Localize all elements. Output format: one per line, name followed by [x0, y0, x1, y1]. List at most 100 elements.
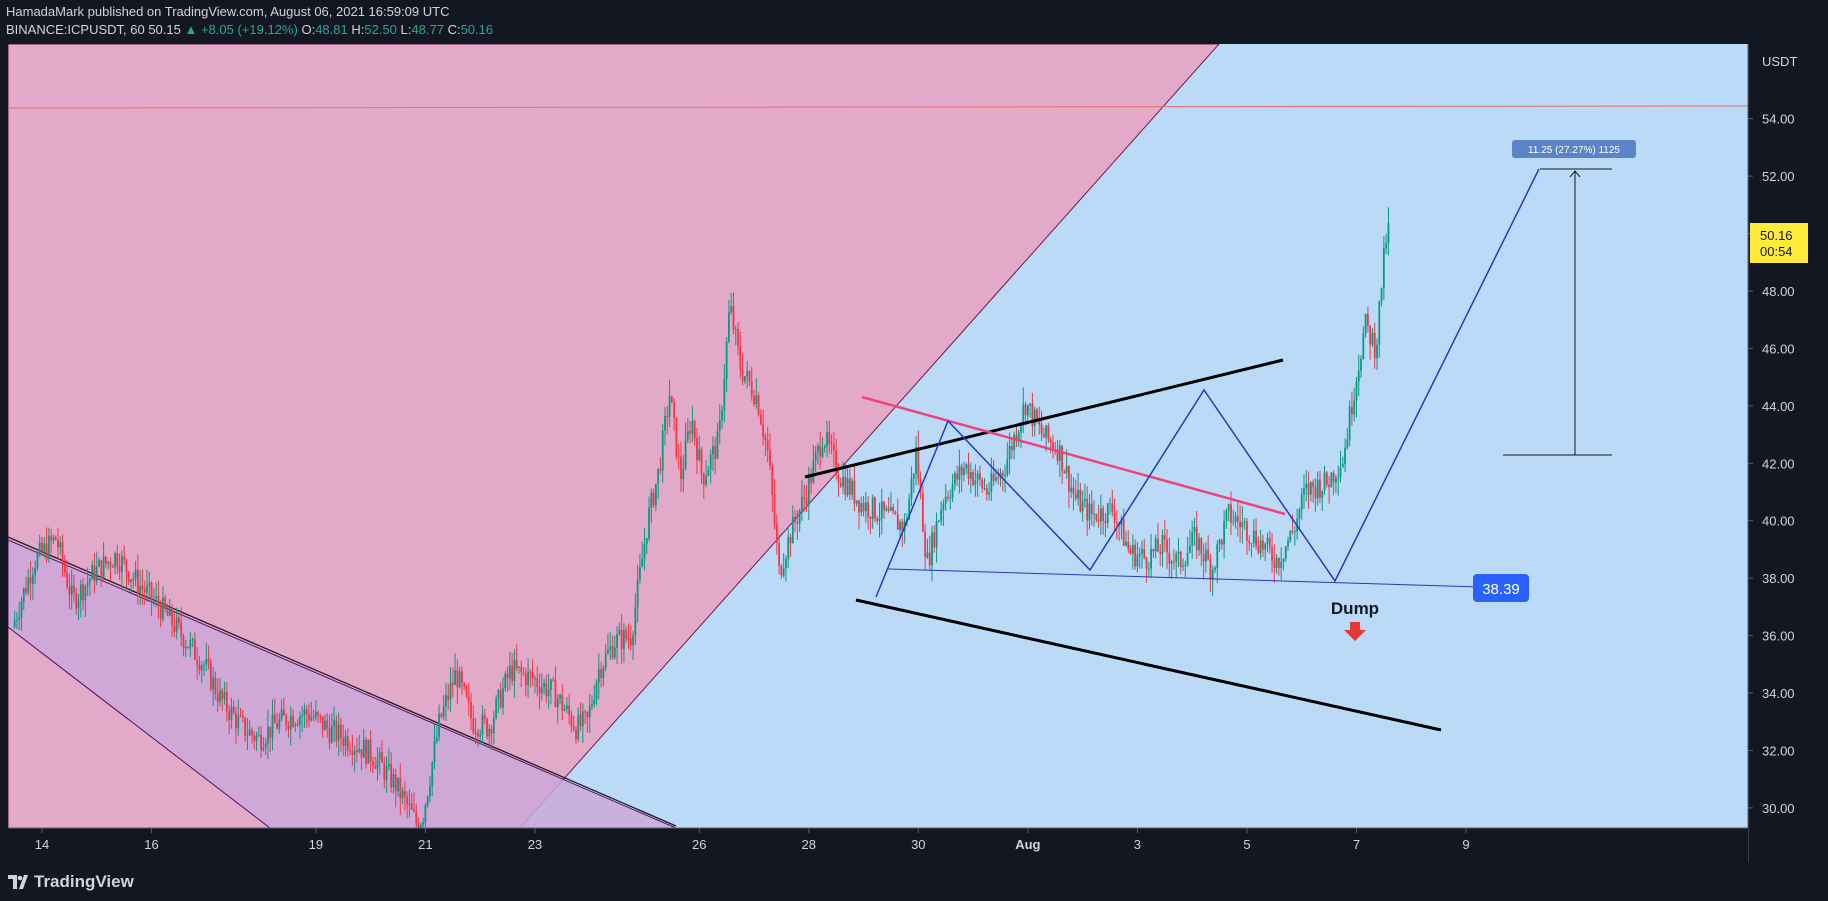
candle-body	[1277, 558, 1280, 568]
candle-body	[645, 538, 648, 545]
support-base-line	[887, 568, 1481, 588]
candle-body	[750, 381, 753, 396]
candle-body	[1330, 472, 1333, 488]
candle-body	[689, 431, 692, 435]
candle-body	[565, 705, 568, 710]
candle-body	[814, 452, 817, 461]
candle-body	[702, 473, 705, 485]
candle-body	[869, 517, 872, 520]
candle-body	[1371, 333, 1374, 345]
symbol-label[interactable]: BINANCE:ICPUSDT, 60	[6, 22, 145, 37]
candle-body	[175, 617, 178, 633]
candle-body	[1332, 472, 1335, 483]
candle-body	[152, 598, 155, 600]
candle-body	[205, 659, 208, 665]
candle-body	[260, 734, 262, 750]
candle-body	[18, 617, 21, 620]
candle-body	[1090, 503, 1093, 515]
candle-body	[1182, 565, 1184, 568]
candle-body	[369, 739, 372, 762]
candle-body	[1072, 487, 1075, 494]
candle-body	[1186, 553, 1189, 565]
candle-body	[844, 476, 847, 495]
candle-body	[168, 607, 171, 616]
candle-body	[225, 692, 228, 712]
candle-body	[125, 559, 128, 572]
x-tick-label: 28	[802, 837, 816, 852]
candle-body	[1061, 445, 1063, 472]
price-axis[interactable]	[1748, 44, 1828, 828]
candle-body	[451, 682, 454, 686]
candle-body	[1293, 531, 1296, 533]
candle-body	[41, 542, 43, 552]
candle-body	[1026, 405, 1029, 416]
candle-body	[700, 449, 703, 474]
candle-body	[995, 477, 997, 481]
candle-body	[992, 473, 995, 481]
candle-body	[203, 664, 205, 666]
candle-body	[753, 395, 755, 405]
candle-body	[146, 585, 148, 593]
candle-body	[470, 701, 472, 719]
candle-body	[543, 682, 545, 688]
candle-body	[1161, 535, 1164, 555]
candle-body	[1113, 512, 1116, 523]
candle-body	[983, 488, 986, 490]
candle-body	[1362, 333, 1365, 359]
candle-body	[520, 666, 523, 673]
candle-body	[433, 741, 436, 763]
candle-body	[871, 497, 874, 520]
candle-body	[278, 719, 281, 729]
candle-body	[1246, 521, 1248, 541]
measure-label: 11.25 (27.27%) 1125	[1512, 140, 1636, 158]
candle-body	[652, 492, 655, 506]
candle-body	[1154, 538, 1157, 552]
x-tick-label: 21	[418, 837, 432, 852]
candle-body	[839, 482, 842, 487]
candle-body	[139, 585, 142, 594]
tradingview-logo[interactable]: TradingView	[8, 872, 134, 892]
candle-body	[1038, 421, 1041, 425]
candle-body	[641, 558, 644, 568]
candle-body	[1385, 243, 1388, 249]
candle-body	[1314, 486, 1317, 498]
candle-body	[401, 790, 404, 799]
candle-body	[1084, 498, 1086, 501]
svg-text:50.16: 50.16	[1760, 228, 1793, 243]
candle-body	[387, 763, 390, 767]
price-chart[interactable]: 11.25 (27.27%) 1125 38.39 Dump USDT 30.0…	[0, 44, 1828, 862]
candle-body	[1024, 404, 1027, 416]
candle-body	[219, 690, 221, 702]
low-value: 48.77	[411, 22, 444, 37]
candle-body	[990, 473, 993, 493]
candle-body	[618, 629, 621, 635]
candle-body	[1042, 433, 1045, 438]
candle-body	[1147, 568, 1150, 570]
candle-body	[860, 503, 863, 513]
x-tick-label: 16	[144, 837, 158, 852]
candle-body	[734, 329, 737, 331]
y-tick-label: 42.00	[1762, 456, 1795, 471]
candle-body	[356, 750, 358, 752]
candle-body	[269, 726, 272, 738]
candle-body	[73, 585, 75, 593]
candle-body	[887, 508, 890, 511]
candle-body	[1353, 400, 1356, 415]
candle-body	[661, 430, 664, 471]
candle-body	[846, 478, 849, 495]
candle-body	[677, 456, 680, 458]
time-axis[interactable]	[0, 828, 1748, 862]
candle-body	[908, 498, 911, 520]
candle-body	[785, 559, 787, 569]
candle-body	[654, 483, 657, 506]
candle-body	[789, 537, 792, 544]
candle-body	[1045, 425, 1048, 438]
candle-body	[89, 579, 91, 583]
y-tick-label: 40.00	[1762, 514, 1795, 529]
candle-body	[159, 606, 162, 620]
candle-body	[1136, 555, 1139, 567]
candle-body	[383, 762, 386, 780]
candle-body	[584, 711, 587, 713]
candle-body	[810, 476, 812, 483]
candle-body	[426, 796, 429, 806]
